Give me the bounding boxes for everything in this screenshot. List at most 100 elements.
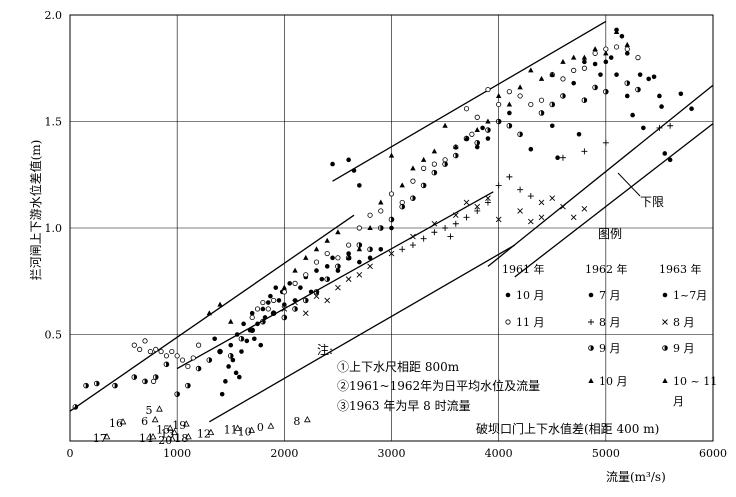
data-point-cross [495,216,502,223]
data-point-circle [635,54,641,61]
data-point-cross [313,293,320,299]
point-label-marker [207,428,215,436]
data-point-triangle [613,29,620,35]
data-point-half [260,318,266,325]
data-point-triangle [506,101,513,107]
data-point-half [270,310,277,317]
x-axis-label: 流量(m³/s) [606,470,666,484]
data-point-dot [646,76,651,82]
data-point-dot [389,225,394,231]
data-point-dot [667,157,673,163]
data-point-half [313,289,320,295]
data-point-circle [271,297,277,304]
data-point-cross [463,199,470,206]
point-label-marker [156,405,163,412]
data-point-triangle [453,144,459,150]
x-tick-label: 6000 [699,447,727,460]
data-point-dot [378,247,384,252]
data-point-half [335,263,341,270]
data-point-circle [469,131,475,137]
data-point-circle [131,342,137,348]
data-point-dot [324,264,330,269]
data-point-circle [150,378,157,384]
data-point-cross [292,299,298,306]
dam-caption: 破坝口门上下水值差(相距 400 m) [476,421,659,436]
data-point-half [163,361,170,368]
data-point-circle [179,357,186,363]
data-point-triangle [495,92,502,98]
legend-label: 10 月 [599,375,628,388]
legend-marker-triangle [662,378,668,383]
data-point-circle [356,225,362,231]
legend-label: 8 月 [673,316,695,329]
data-point-cross [538,199,545,206]
data-point-circle [281,289,287,295]
data-point-dot [273,285,279,290]
legend-label: 11 月 [516,316,545,329]
data-point-triangle [345,254,352,260]
data-point-dot [268,293,273,299]
x-tick-label: 5000 [592,447,620,460]
data-point-cross [570,214,577,221]
data-point-triangle [378,199,384,205]
point-label-text: 13 [160,428,174,441]
envelope-line [487,84,714,267]
legend-year: 1963 年 [659,262,702,276]
data-point-dot [258,342,264,348]
data-point-circle [142,338,148,344]
data-point-dot [230,357,236,363]
envelope-line [208,244,516,423]
data-point-circle [613,44,620,50]
point-label-text: 10 [238,425,252,438]
data-point-cross [452,212,459,219]
legend-marker-half [588,345,594,351]
data-point-circle [571,67,577,73]
data-point-circle [185,363,191,370]
legend-title: 图例 [598,227,622,241]
point-label-marker [119,418,127,425]
data-point-dot [244,338,250,344]
data-point-dot [357,259,362,265]
data-point-triangle [474,127,480,133]
data-point-dot [239,349,244,354]
data-point-triangle [388,152,395,158]
data-point-dot [528,146,534,152]
data-point-circle [346,242,352,248]
y-axis-ticks: 0.5 1.0 1.5 2.0 [45,9,63,342]
legend-marker-circle [505,319,511,325]
data-point-plus [409,242,416,249]
data-point-dot [689,106,694,112]
data-point-dot [603,59,609,65]
data-point-dot [255,321,260,327]
data-point-half [83,382,89,389]
data-point-half [635,86,641,93]
data-point-plus [452,220,459,227]
data-point-dot [314,268,319,273]
data-point-triangle [560,58,566,64]
point-label-text: 8 [293,415,300,428]
data-point-circle [378,208,384,214]
data-point-half [377,225,384,231]
data-point-dot [212,336,217,342]
data-point-triangle [603,50,609,56]
data-point-dot [351,168,357,173]
note-2: ②1961~1962年为日平均水位及流量 [337,378,540,393]
data-point-half [227,352,234,359]
data-point-triangle [303,254,309,260]
data-point-half [474,139,481,146]
x-tick-label: 4000 [485,447,513,460]
data-point-dot [582,59,587,65]
point-label-marker [267,422,275,429]
data-point-dot [641,125,646,131]
data-point-circle [137,346,143,353]
data-point-plus [463,214,470,221]
point-label-text: 6 [141,415,148,428]
point-label-text: 14 [139,432,153,445]
data-point-cross [474,203,481,210]
point-label-text: 15 [156,423,170,436]
data-point-half [506,122,513,129]
data-point-triangle [399,182,405,188]
data-point-circle [388,191,395,197]
data-point-plus [527,193,534,200]
data-point-dot [619,34,625,39]
